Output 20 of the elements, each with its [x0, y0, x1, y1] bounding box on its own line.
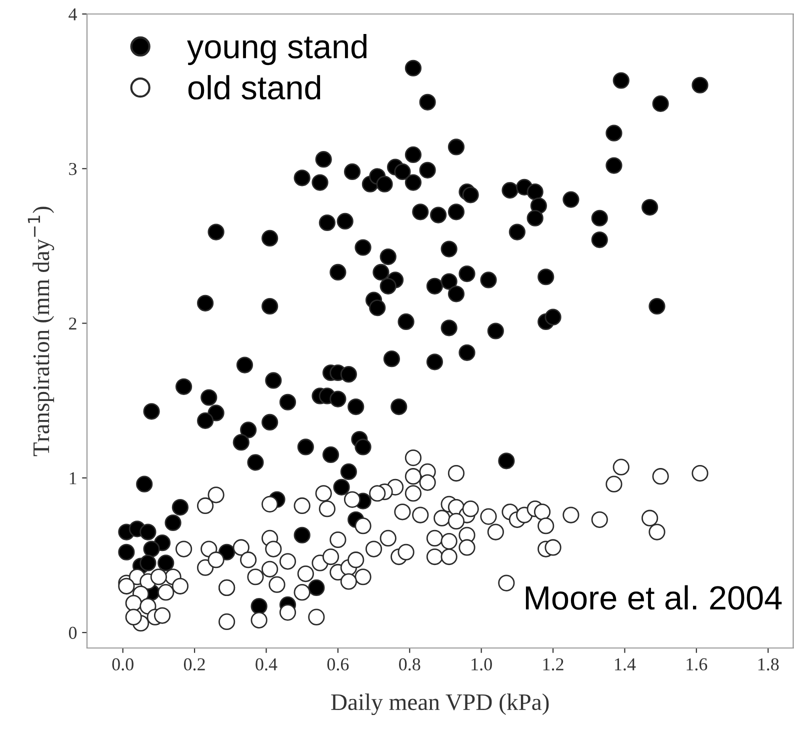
y-tick-label: 4 [68, 8, 77, 20]
x-axis-title: Daily mean VPD (kPa) [331, 694, 549, 716]
y-tick-label: 0 [68, 626, 77, 639]
x-tick-label: 1.4 [615, 658, 636, 671]
annotation: Moore et al. 2004 [526, 585, 782, 610]
x-tick-label: 0.0 [112, 658, 134, 671]
x-tick-label: 0.2 [184, 658, 205, 671]
x-tick-label: 0.8 [399, 658, 420, 671]
y-tick-label: 1 [70, 472, 76, 484]
x-tick-label: 1.8 [758, 658, 779, 671]
y-tick-label: 3 [69, 162, 77, 176]
y-tick-label: 2 [69, 318, 76, 330]
x-tick-label: 0.6 [327, 658, 349, 671]
x-tick-label: 1.0 [472, 658, 492, 671]
y-axis-title: Transpiration (mm day$^{−1}$) [28, 206, 54, 456]
legend-label: young stand [187, 34, 366, 66]
x-tick-label: 1.6 [686, 658, 708, 671]
x-tick-label: 1.2 [543, 658, 564, 671]
legend-label: old stand [188, 75, 320, 100]
x-tick-label: 0.4 [256, 658, 278, 671]
